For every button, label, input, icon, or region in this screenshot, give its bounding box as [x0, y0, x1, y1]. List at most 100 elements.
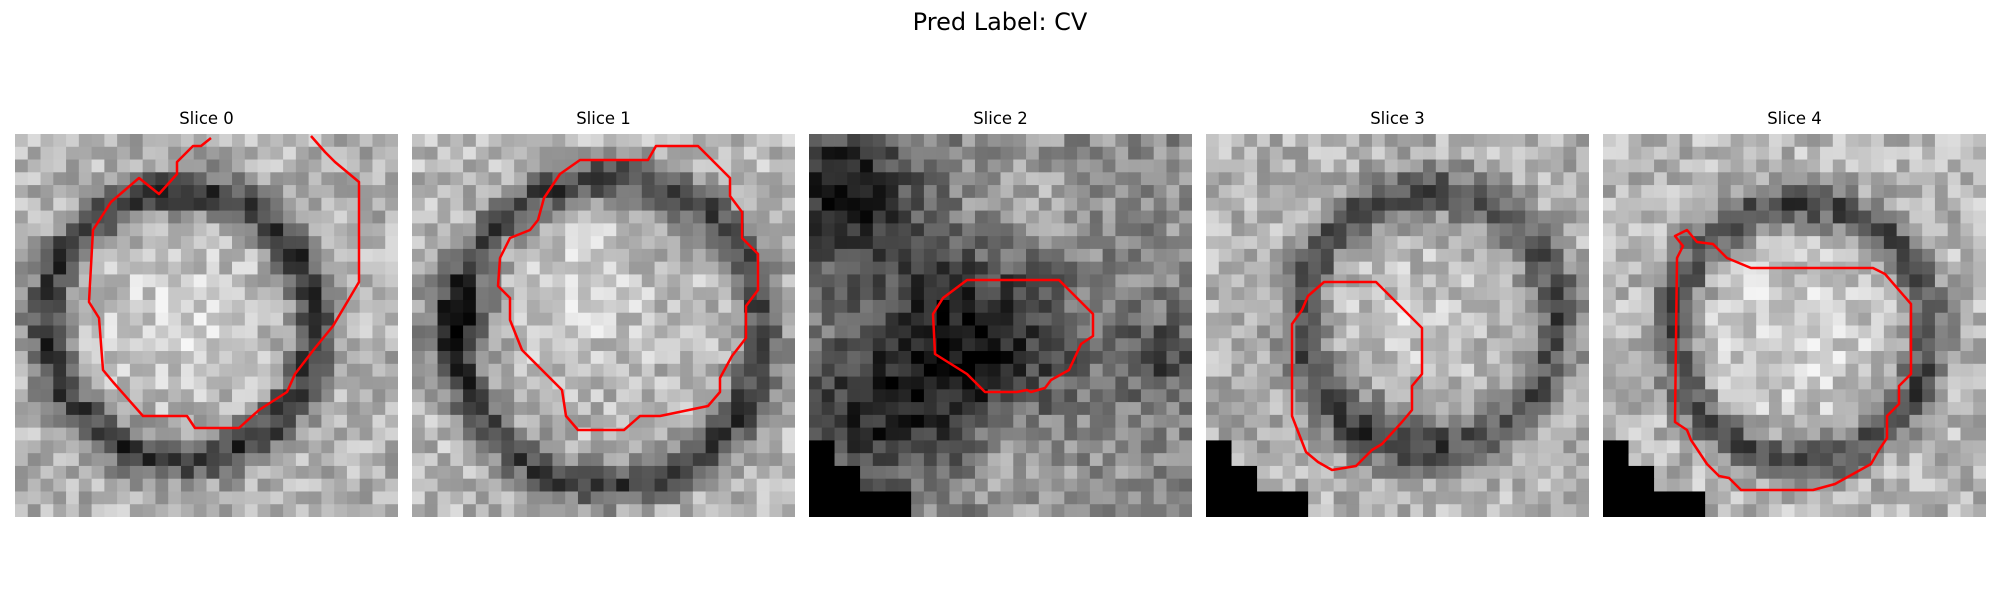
image-pixel: [654, 478, 668, 492]
image-pixel: [142, 197, 156, 211]
image-pixel: [539, 363, 553, 377]
image-pixel: [1166, 261, 1180, 275]
image-pixel: [885, 185, 899, 199]
image-pixel: [526, 325, 541, 339]
image-pixel: [1768, 325, 1783, 339]
image-pixel: [244, 299, 258, 314]
image-pixel: [308, 491, 322, 505]
image-pixel: [257, 274, 271, 288]
image-pixel: [1666, 402, 1680, 416]
image-pixel: [1794, 236, 1808, 250]
image-pixel: [847, 248, 861, 263]
image-pixel: [1308, 478, 1322, 492]
image-pixel: [1641, 274, 1655, 288]
image-pixel: [424, 236, 438, 250]
image-pixel: [53, 427, 67, 441]
image-pixel: [949, 146, 963, 160]
image-pixel: [334, 363, 348, 377]
image-pixel: [1679, 287, 1693, 301]
image-pixel: [577, 402, 592, 416]
image-pixel: [1563, 185, 1577, 199]
image-pixel: [1909, 453, 1923, 467]
image-pixel: [641, 465, 655, 480]
image-pixel: [1537, 223, 1552, 237]
image-pixel: [104, 210, 118, 224]
image-pixel: [987, 223, 1001, 237]
image-pixel: [860, 389, 874, 403]
image-pixel: [834, 338, 848, 352]
image-pixel: [437, 427, 451, 441]
image-pixel: [1179, 274, 1192, 288]
image-pixel: [705, 376, 719, 390]
image-pixel: [295, 440, 310, 454]
image-pixel: [219, 414, 233, 429]
image-pixel: [1231, 478, 1245, 492]
image-pixel: [1461, 261, 1475, 275]
image-pixel: [1282, 504, 1296, 517]
image-pixel: [1922, 351, 1936, 365]
image-pixel: [705, 363, 719, 377]
image-pixel: [590, 146, 604, 160]
image-pixel: [692, 440, 707, 454]
image-pixel: [1423, 146, 1437, 160]
image-pixel: [283, 478, 297, 492]
image-pixel: [1615, 351, 1629, 365]
image-pixel: [743, 210, 758, 224]
image-pixel: [1333, 248, 1347, 263]
image-pixel: [346, 414, 361, 429]
image-pixel: [257, 185, 271, 199]
image-pixel: [1871, 491, 1885, 505]
image-pixel: [1179, 134, 1192, 148]
image-pixel: [1077, 414, 1091, 429]
image-pixel: [1089, 134, 1104, 148]
image-pixel: [1615, 414, 1629, 429]
image-pixel: [1486, 223, 1501, 237]
image-pixel: [1051, 325, 1065, 339]
image-pixel: [1679, 338, 1693, 352]
image-pixel: [1512, 491, 1526, 505]
image-pixel: [321, 223, 335, 237]
image-pixel: [718, 261, 732, 275]
image-pixel: [91, 504, 105, 517]
image-pixel: [1563, 134, 1577, 148]
image-pixel: [1320, 223, 1335, 237]
image-pixel: [129, 363, 144, 377]
image-pixel: [1807, 504, 1821, 517]
image-pixel: [1461, 197, 1475, 211]
image-pixel: [1743, 134, 1757, 148]
image-pixel: [27, 261, 41, 275]
image-pixel: [1269, 478, 1283, 492]
image-pixel: [244, 223, 258, 237]
image-pixel: [40, 248, 54, 263]
image-pixel: [1603, 453, 1617, 467]
image-pixel: [463, 325, 477, 339]
image-pixel: [359, 325, 373, 339]
image-pixel: [1051, 351, 1065, 365]
image-pixel: [1282, 440, 1296, 454]
image-pixel: [911, 210, 925, 224]
image-pixel: [1909, 465, 1923, 480]
image-pixel: [437, 414, 451, 429]
image-pixel: [1140, 402, 1155, 416]
image-pixel: [552, 363, 566, 377]
image-pixel: [641, 312, 655, 326]
image-pixel: [1371, 478, 1386, 492]
image-pixel: [641, 146, 655, 160]
image-pixel: [475, 312, 489, 326]
image-pixel: [1730, 504, 1744, 517]
image-pixel: [15, 159, 29, 173]
image-pixel: [1448, 478, 1462, 492]
image-pixel: [603, 185, 617, 199]
image-pixel: [424, 197, 438, 211]
image-pixel: [1499, 312, 1513, 326]
image-pixel: [1692, 248, 1706, 263]
image-pixel: [1308, 376, 1322, 390]
image-pixel: [1845, 236, 1859, 250]
image-pixel: [270, 287, 284, 301]
image-pixel: [552, 338, 566, 352]
image-pixel: [1064, 261, 1078, 275]
image-pixel: [1295, 376, 1309, 390]
image-pixel: [1499, 491, 1513, 505]
image-pixel: [1973, 351, 1986, 365]
image-pixel: [756, 236, 770, 250]
